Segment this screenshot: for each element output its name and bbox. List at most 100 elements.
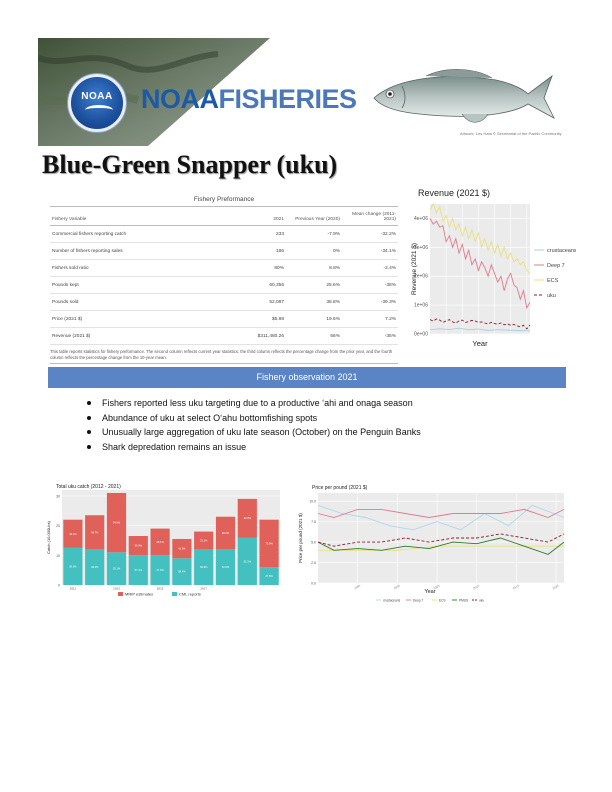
y-tick-label: 1e+06: [414, 303, 428, 309]
bar-cml-reports: [85, 549, 105, 585]
bar-data-label: 47.6%: [156, 568, 164, 572]
y-tick-label: 2.5: [311, 561, 316, 565]
bar-mrip-estimates: [172, 538, 192, 559]
bar-cml-reports: [128, 555, 148, 585]
series-line-crustaceans: [317, 504, 565, 531]
bar-mrip-estimates: [194, 531, 214, 550]
chart-title: Total uku catch (2012 - 2021): [56, 484, 121, 490]
brand-wordmark: NOAAFISHERIES: [141, 84, 357, 115]
bar-mrip-estimates: [85, 515, 105, 550]
legend-label: PMUS: [459, 599, 468, 603]
bar-data-label: 55.1%: [244, 559, 252, 563]
bar-cml-reports: [172, 558, 192, 585]
y-tick-label: 4e+06: [414, 216, 428, 222]
legend-label: Deep 7: [413, 599, 424, 603]
brand-part-noaa: NOAA: [141, 84, 219, 114]
y-tick-label: 0.0: [311, 582, 316, 586]
series-line-deep-7: [317, 508, 565, 518]
list-item: Shark depredation remains an issue: [84, 440, 421, 455]
bar-data-label: 52.0%: [222, 565, 230, 569]
column-header: 2021: [220, 211, 286, 226]
table-cell: -35%: [342, 327, 398, 345]
bar-cml-reports: [106, 552, 127, 585]
x-tick-label: 2011: [70, 587, 77, 591]
column-header: Previous Year (2020): [286, 211, 342, 226]
bar-mrip-estimates: [128, 536, 148, 556]
bar-data-label: 27.8%: [265, 574, 273, 578]
table-row: Pounds kept 60,356 25.6% -38%: [50, 276, 398, 294]
legend-label: uku: [479, 599, 484, 603]
table-cell: Fishers sold ratio: [50, 259, 220, 277]
chart-title: Price per pound (2021 $): [312, 485, 368, 491]
x-axis-label: Year: [472, 339, 488, 348]
uku-fish-illustration: [373, 69, 555, 123]
uku-catch-bar-chart: Total uku catch (2012 - 2021) 0 10 20 30 Catc…: [46, 484, 280, 597]
observation-heading: Fishery observation 2021: [48, 367, 566, 388]
table-title: Fishery Preformance: [50, 196, 398, 207]
bar-data-label: 58.4%: [178, 570, 186, 574]
y-tick-label: 2e+06: [414, 274, 428, 280]
table-cell: 25.6%: [286, 276, 342, 294]
fishery-performance-table: Fishery Preformance Fishery Variable 202…: [50, 196, 398, 365]
bar-cml-reports: [215, 549, 236, 585]
bar-cml-reports: [237, 537, 257, 585]
plot-panel: [318, 493, 564, 583]
bar-cml-reports: [150, 555, 170, 585]
bar-data-label: 49.2%: [91, 565, 99, 569]
y-axis-label: Revenue (2021 $): [411, 243, 418, 295]
bar-cml-reports: [194, 549, 214, 585]
table-cell: Commercial fishers reporting catch: [50, 225, 220, 243]
bar-data-label: 33.1%: [200, 538, 208, 542]
bar-mrip-estimates: [150, 528, 170, 556]
page-title: Blue-Green Snapper (uku): [42, 150, 338, 179]
noaa-logo: NOAA: [68, 74, 126, 132]
bar-data-label: 66.9%: [200, 565, 208, 569]
y-tick-label: 7.5: [311, 520, 316, 524]
bar-data-label: 56.6%: [69, 564, 77, 568]
y-tick-label: 0: [58, 584, 60, 588]
table-cell: 19.6%: [286, 310, 342, 328]
table-cell: 52,087: [220, 293, 286, 311]
table-row: Number of fishers reporting sales 186 0% -3…: [50, 242, 398, 260]
y-tick-label: 10.0: [309, 500, 316, 504]
table-cell: Revenue (2021 $): [50, 327, 220, 345]
legend-label: uku: [547, 293, 556, 299]
y-tick-label: 0e+00: [414, 332, 428, 338]
y-tick-label: 30: [56, 494, 60, 498]
table-cell: -34.1%: [342, 242, 398, 260]
legend-label: crustaceans: [547, 248, 576, 254]
y-tick-label: 10: [56, 554, 60, 558]
table-row: Fishers sold ratio 80% 8.8% -2.4%: [50, 259, 398, 277]
bar-data-label: 73.9%: [265, 541, 273, 545]
bar-data-label: 41.6%: [178, 547, 186, 551]
x-tick-label: 2000: [393, 584, 401, 591]
bar-mrip-estimates: [237, 498, 257, 538]
observation-list: Fishers reported less uku targeting due …: [84, 396, 421, 455]
y-tick-label: 20: [56, 524, 60, 528]
y-axis-label: Price per pound (2021 $): [298, 513, 303, 563]
list-item: Unusually large aggregation of uku late …: [84, 425, 421, 440]
x-axis-label: Year: [424, 589, 435, 595]
y-tick-label: 3e+06: [414, 245, 428, 251]
bar-data-label: 44.9%: [244, 516, 252, 520]
bar-cml-reports: [63, 547, 83, 585]
legend-label: ECS: [547, 278, 559, 284]
bar-data-label: 39.9%: [135, 544, 143, 548]
table-row: Pounds sold 52,087 38.8% -39.3%: [50, 293, 398, 311]
column-header: Mean change (2011-2021): [342, 211, 398, 226]
bar-mrip-estimates: [106, 492, 127, 553]
seagull-icon: [85, 105, 113, 115]
bar-mrip-estimates: [259, 519, 279, 568]
list-item: Abundance of uku at select O‘ahu bottomf…: [84, 411, 421, 426]
legend-swatch: [118, 592, 123, 596]
table-cell: 8.8%: [286, 259, 342, 277]
table-footnote: This table reports statistics for fisher…: [50, 349, 398, 365]
table-cell: Pounds sold: [50, 293, 220, 311]
series-line-uku: [429, 318, 531, 330]
price-per-pound-line-chart: Price per pound (2021 $) 0.0 2.5 5.0 7.5 10.0…: [298, 485, 565, 603]
table-cell: -32.2%: [342, 225, 398, 243]
table-cell: 80%: [220, 259, 286, 277]
x-tick-label: 2013: [113, 587, 120, 591]
series-line-ecs: [429, 202, 531, 274]
legend-label: Deep 7: [547, 263, 565, 269]
